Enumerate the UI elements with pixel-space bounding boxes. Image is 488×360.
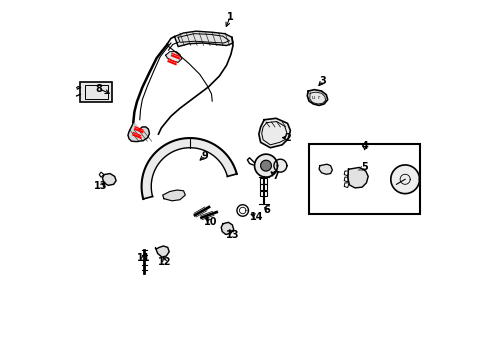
Bar	[260, 191, 266, 196]
Text: 13: 13	[94, 181, 107, 192]
Text: 1: 1	[226, 12, 233, 22]
Text: 10: 10	[204, 217, 218, 227]
Polygon shape	[306, 90, 327, 105]
Bar	[80, 82, 112, 102]
Polygon shape	[319, 164, 332, 174]
Text: 12: 12	[158, 257, 171, 267]
Text: 4: 4	[361, 141, 367, 151]
Polygon shape	[260, 160, 271, 171]
Text: 5: 5	[361, 162, 367, 172]
Bar	[84, 85, 107, 99]
Text: 3: 3	[319, 76, 325, 86]
Text: 9: 9	[201, 150, 208, 161]
Text: 8: 8	[95, 84, 102, 94]
Polygon shape	[254, 154, 277, 177]
Bar	[260, 184, 266, 190]
Polygon shape	[174, 31, 233, 46]
Polygon shape	[128, 122, 149, 141]
Text: 14: 14	[250, 212, 263, 221]
Polygon shape	[258, 118, 290, 148]
Text: 11: 11	[136, 253, 150, 263]
Text: 2: 2	[284, 133, 290, 143]
Polygon shape	[165, 51, 182, 62]
Polygon shape	[102, 174, 116, 185]
Polygon shape	[221, 222, 233, 234]
Polygon shape	[163, 190, 185, 201]
Polygon shape	[273, 159, 286, 172]
Bar	[260, 178, 266, 184]
Polygon shape	[155, 246, 169, 257]
Polygon shape	[347, 167, 367, 188]
Polygon shape	[390, 165, 419, 194]
Bar	[308, 144, 419, 214]
Text: u  r: u r	[311, 95, 320, 100]
Text: 7: 7	[272, 171, 279, 181]
Polygon shape	[142, 138, 236, 199]
Text: 6: 6	[263, 206, 270, 216]
Text: 13: 13	[226, 230, 239, 239]
